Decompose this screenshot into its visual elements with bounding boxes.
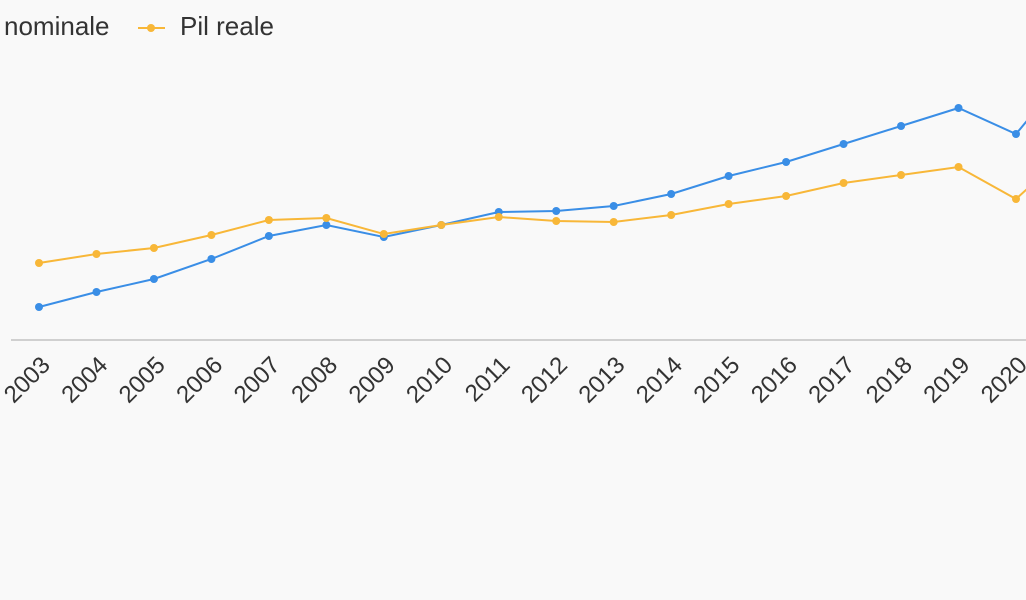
data-point [1011, 130, 1020, 138]
data-point [954, 104, 963, 112]
x-tick-label: 2019 [918, 352, 975, 409]
data-point [552, 207, 561, 215]
legend-label: nominale [4, 11, 110, 41]
x-tick-label: 2017 [803, 352, 860, 409]
data-point [667, 211, 676, 219]
x-tick-label: 2003 [0, 352, 56, 409]
data-point [609, 202, 618, 210]
data-point [35, 303, 43, 311]
data-point [552, 217, 561, 225]
data-point [322, 214, 331, 222]
data-point [92, 288, 101, 296]
data-point [667, 190, 676, 198]
data-point [839, 140, 848, 148]
x-tick-label: 2011 [460, 352, 516, 408]
data-point [954, 163, 963, 171]
data-point [149, 275, 158, 283]
x-tick-label: 2009 [344, 352, 401, 409]
data-point [724, 200, 733, 208]
x-tick-label: 2007 [229, 352, 286, 409]
data-point [437, 221, 446, 229]
data-point [264, 232, 273, 240]
data-point [149, 244, 158, 252]
data-point [782, 192, 791, 200]
data-point [897, 122, 906, 130]
data-point [35, 259, 43, 267]
x-tick-label: 2015 [689, 352, 746, 409]
data-point [322, 221, 331, 229]
x-tick-label: 2018 [861, 352, 918, 409]
data-point [609, 218, 618, 226]
x-tick-label: 2016 [746, 352, 803, 409]
legend-label: Pil reale [180, 11, 274, 41]
data-point [264, 216, 273, 224]
x-tick-label: 2006 [171, 352, 228, 409]
x-tick-label: 2005 [114, 352, 171, 409]
x-tick-label: 2014 [631, 352, 688, 409]
data-point [494, 213, 503, 221]
data-point [839, 179, 848, 187]
x-tick-label: 2020 [976, 352, 1026, 409]
x-tick-label: 2012 [516, 352, 573, 409]
series-line [38, 106, 1026, 308]
x-tick-label: 2004 [56, 352, 113, 409]
data-point [897, 171, 906, 179]
x-tick-label: 2010 [401, 352, 458, 409]
data-point [207, 255, 216, 263]
data-point [92, 250, 101, 258]
data-point [207, 231, 216, 239]
data-point [782, 158, 791, 166]
legend-marker-dot [147, 24, 155, 32]
data-point [379, 230, 388, 238]
data-point [1011, 195, 1020, 203]
data-point [724, 172, 733, 180]
x-tick-label: 2013 [574, 352, 631, 409]
x-tick-label: 2008 [286, 352, 343, 409]
series-line [38, 165, 1026, 264]
